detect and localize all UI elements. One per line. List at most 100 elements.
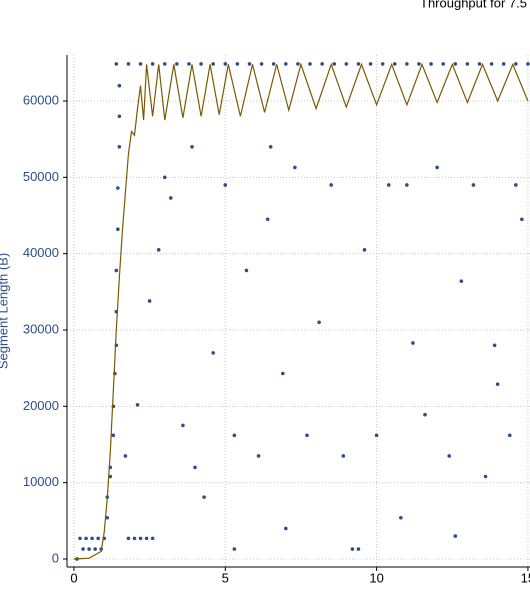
data-point bbox=[132, 536, 137, 541]
data-point bbox=[138, 62, 143, 66]
data-point bbox=[271, 62, 276, 66]
data-point bbox=[162, 62, 167, 66]
y-tick-label: 10000 bbox=[23, 474, 59, 489]
data-point bbox=[84, 536, 88, 541]
data-point bbox=[465, 62, 470, 66]
data-point bbox=[453, 62, 458, 66]
data-point bbox=[411, 341, 415, 345]
data-point bbox=[471, 183, 476, 187]
data-point bbox=[211, 62, 215, 66]
data-point bbox=[332, 62, 337, 66]
data-point bbox=[144, 536, 149, 541]
data-point bbox=[90, 536, 94, 541]
data-point bbox=[492, 343, 497, 348]
data-point bbox=[116, 186, 120, 190]
data-point bbox=[150, 62, 155, 66]
data-point bbox=[495, 382, 500, 386]
y-tick-label: 60000 bbox=[23, 92, 59, 107]
data-point bbox=[259, 62, 264, 66]
data-point bbox=[341, 454, 346, 458]
data-point bbox=[405, 62, 409, 66]
y-tick-label: 0 bbox=[52, 550, 59, 565]
data-point bbox=[514, 183, 518, 187]
data-point bbox=[175, 62, 179, 66]
data-point bbox=[284, 526, 288, 531]
data-point bbox=[117, 114, 122, 119]
y-tick-label: 20000 bbox=[23, 398, 59, 413]
data-point bbox=[305, 433, 309, 438]
data-point bbox=[114, 268, 119, 273]
data-point bbox=[284, 62, 288, 66]
data-point bbox=[126, 62, 131, 66]
data-point bbox=[235, 62, 240, 66]
data-point bbox=[477, 62, 482, 66]
data-point bbox=[293, 165, 297, 170]
throughput-line bbox=[73, 62, 529, 560]
data-point bbox=[244, 268, 249, 273]
data-point bbox=[514, 62, 518, 66]
data-point bbox=[190, 144, 194, 149]
data-point bbox=[256, 454, 261, 458]
data-point bbox=[447, 454, 452, 458]
data-point bbox=[520, 217, 524, 222]
data-point bbox=[147, 299, 152, 303]
x-tick-label: 5 bbox=[222, 570, 229, 585]
data-point bbox=[374, 433, 379, 438]
data-point bbox=[162, 175, 167, 180]
data-point bbox=[223, 62, 228, 66]
y-tick-label: 50000 bbox=[23, 169, 59, 184]
data-point bbox=[202, 495, 206, 499]
data-point bbox=[87, 547, 91, 551]
data-point bbox=[459, 279, 464, 283]
data-point bbox=[344, 62, 349, 66]
data-point bbox=[199, 62, 203, 66]
data-point bbox=[320, 62, 324, 66]
data-point bbox=[507, 433, 512, 438]
data-point bbox=[296, 62, 300, 66]
data-point bbox=[96, 536, 100, 541]
data-point bbox=[317, 320, 321, 325]
data-point bbox=[193, 465, 197, 470]
data-point bbox=[265, 217, 270, 222]
data-point bbox=[247, 62, 252, 66]
data-point bbox=[417, 62, 421, 66]
chart-title: Throughput for 7.5 bbox=[420, 0, 527, 10]
x-tick-label: 0 bbox=[70, 570, 77, 585]
data-point bbox=[429, 62, 433, 66]
data-point bbox=[211, 351, 215, 355]
data-point bbox=[392, 62, 397, 66]
data-point bbox=[93, 547, 97, 551]
data-point bbox=[356, 547, 361, 551]
data-point bbox=[117, 83, 122, 88]
data-point bbox=[156, 248, 161, 252]
data-point bbox=[223, 183, 228, 187]
data-point bbox=[423, 412, 427, 417]
data-point bbox=[116, 227, 120, 232]
data-point bbox=[126, 536, 131, 541]
data-point bbox=[78, 536, 82, 541]
data-point bbox=[501, 62, 506, 66]
data-point bbox=[181, 423, 185, 428]
data-point bbox=[399, 515, 403, 520]
data-point bbox=[362, 248, 367, 252]
x-tick-label: 10 bbox=[369, 570, 383, 585]
y-tick-label: 40000 bbox=[23, 245, 59, 260]
data-point bbox=[483, 474, 488, 479]
data-point bbox=[123, 454, 128, 458]
data-point bbox=[526, 62, 530, 66]
data-point bbox=[117, 144, 122, 149]
data-point bbox=[150, 536, 155, 541]
data-point bbox=[329, 183, 334, 187]
data-point bbox=[108, 474, 113, 479]
data-point bbox=[138, 536, 143, 541]
data-point bbox=[114, 62, 119, 66]
data-point bbox=[187, 62, 191, 66]
y-axis-label: Segment Length (B) bbox=[0, 253, 10, 369]
data-point bbox=[405, 183, 409, 187]
data-point bbox=[380, 62, 385, 66]
data-point bbox=[81, 547, 85, 551]
data-point bbox=[453, 534, 458, 538]
data-point bbox=[268, 144, 273, 149]
